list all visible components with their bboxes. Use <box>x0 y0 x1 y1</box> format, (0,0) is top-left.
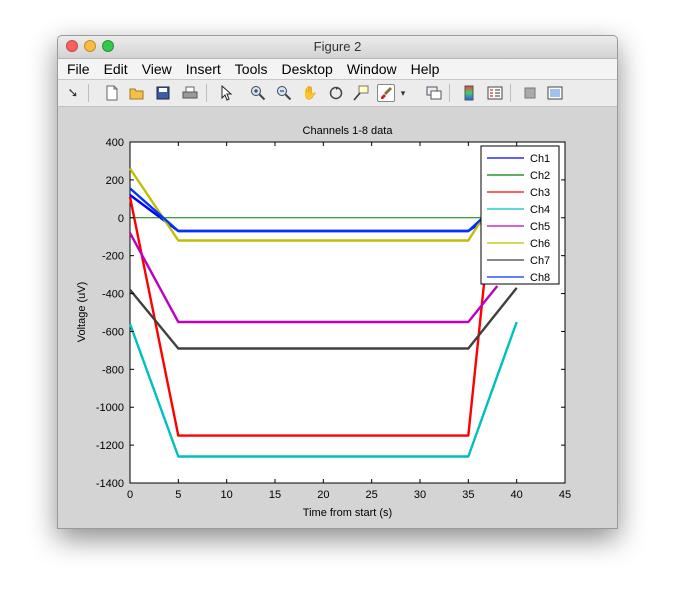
toolbar-separator <box>510 84 511 102</box>
x-tick-label: 35 <box>462 489 474 501</box>
window-title: Figure 2 <box>313 39 362 54</box>
chart-title: Channels 1-8 data <box>303 125 394 137</box>
x-tick-label: 10 <box>221 489 233 501</box>
new-figure-icon[interactable] <box>103 84 121 102</box>
ticks-group: 0 5 10 15 20 25 30 35 40 45 400 200 0 -200 -400 -600 -80… <box>96 137 571 501</box>
legend[interactable]: Ch1 Ch2 Ch3 Ch4 Ch5 Ch6 Ch7 Ch8 <box>480 145 560 285</box>
pan-hand-icon[interactable]: ✋ <box>301 85 319 100</box>
x-axis-label: Time from start (s) <box>303 507 392 519</box>
open-file-icon[interactable] <box>128 84 146 102</box>
y-tick-label: 200 <box>106 175 124 187</box>
show-plot-tools-icon[interactable] <box>546 84 564 102</box>
print-icon[interactable] <box>181 84 199 102</box>
series-line-ch7 <box>129 287 518 350</box>
y-tick-label: -1400 <box>96 478 124 490</box>
x-tick-label: 45 <box>559 489 571 501</box>
legend-box <box>480 145 560 285</box>
figure-toolbar: ➘ ✋ ▾ <box>58 80 617 107</box>
link-plot-icon[interactable] <box>425 84 443 102</box>
brush-dropdown-icon[interactable]: ▾ <box>400 88 406 98</box>
chart-svg: 0 5 10 15 20 25 30 35 40 45 400 200 0 -200 -400 -600 -80… <box>76 125 571 519</box>
zoom-in-icon[interactable] <box>249 84 267 102</box>
menu-help[interactable]: Help <box>410 61 440 77</box>
series-line-ch6 <box>129 167 484 242</box>
legend-label-ch3: Ch3 <box>530 187 550 199</box>
x-tick-label: 25 <box>366 489 378 501</box>
figure-canvas: 0 5 10 15 20 25 30 35 40 45 400 200 0 -200 -400 -600 -80… <box>58 107 617 528</box>
x-tick-label: 15 <box>269 489 281 501</box>
zoom-button[interactable] <box>102 40 114 52</box>
y-tick-label: 400 <box>106 137 124 149</box>
toolbar-separator <box>206 84 207 102</box>
legend-label-ch6: Ch6 <box>530 238 550 250</box>
y-tick-label: -600 <box>102 326 124 338</box>
menu-file[interactable]: File <box>67 61 90 77</box>
menu-bar: File Edit View Insert Tools Desktop Wind… <box>58 59 617 80</box>
title-bar[interactable]: Figure 2 <box>58 36 617 59</box>
save-icon[interactable] <box>154 84 172 102</box>
legend-label-ch7: Ch7 <box>530 255 550 267</box>
toolbar-separator <box>449 84 450 102</box>
dock-arrow-icon[interactable]: ➘ <box>67 85 79 100</box>
x-tick-label: 30 <box>414 489 426 501</box>
menu-window[interactable]: Window <box>346 61 397 77</box>
x-tick-label: 40 <box>511 489 523 501</box>
toolbar-separator <box>88 84 89 102</box>
y-tick-label: 0 <box>118 213 124 225</box>
pointer-icon[interactable] <box>217 84 235 102</box>
x-tick-label: 0 <box>127 489 133 501</box>
close-button[interactable] <box>66 40 78 52</box>
y-tick-label: -400 <box>102 289 124 301</box>
minimize-button[interactable] <box>84 40 96 52</box>
series-group <box>128 155 518 458</box>
zoom-out-icon[interactable] <box>275 84 293 102</box>
legend-label-ch5: Ch5 <box>530 221 550 233</box>
legend-label-ch4: Ch4 <box>530 204 550 216</box>
brush-icon[interactable] <box>377 84 395 102</box>
legend-label-ch2: Ch2 <box>530 170 550 182</box>
series-line-ch5 <box>128 232 499 324</box>
series-line-ch8 <box>129 187 484 233</box>
x-tick-label: 20 <box>317 489 329 501</box>
menu-view[interactable]: View <box>141 61 172 77</box>
legend-icon[interactable] <box>486 84 504 102</box>
y-tick-label: -1200 <box>96 440 124 452</box>
menu-desktop[interactable]: Desktop <box>281 61 333 77</box>
menu-tools[interactable]: Tools <box>234 61 268 77</box>
colorbar-icon[interactable] <box>460 84 478 102</box>
y-tick-label: -1000 <box>96 402 124 414</box>
menu-insert[interactable]: Insert <box>185 61 221 77</box>
y-axis-label: Voltage (uV) <box>76 282 88 343</box>
x-tick-label: 5 <box>175 489 181 501</box>
window-controls <box>66 40 114 52</box>
y-tick-label: -200 <box>102 251 124 263</box>
series-line-ch4 <box>128 321 518 458</box>
series-line-ch3 <box>128 155 499 437</box>
rotate-3d-icon[interactable] <box>327 84 345 102</box>
legend-label-ch8: Ch8 <box>530 272 550 284</box>
menu-edit[interactable]: Edit <box>103 61 128 77</box>
data-cursor-icon[interactable] <box>352 84 370 102</box>
figure-window: Figure 2 File Edit View Insert Tools Des… <box>57 35 618 529</box>
y-tick-label: -800 <box>102 364 124 376</box>
hide-plot-tools-icon[interactable] <box>521 84 539 102</box>
legend-label-ch1: Ch1 <box>530 153 550 165</box>
